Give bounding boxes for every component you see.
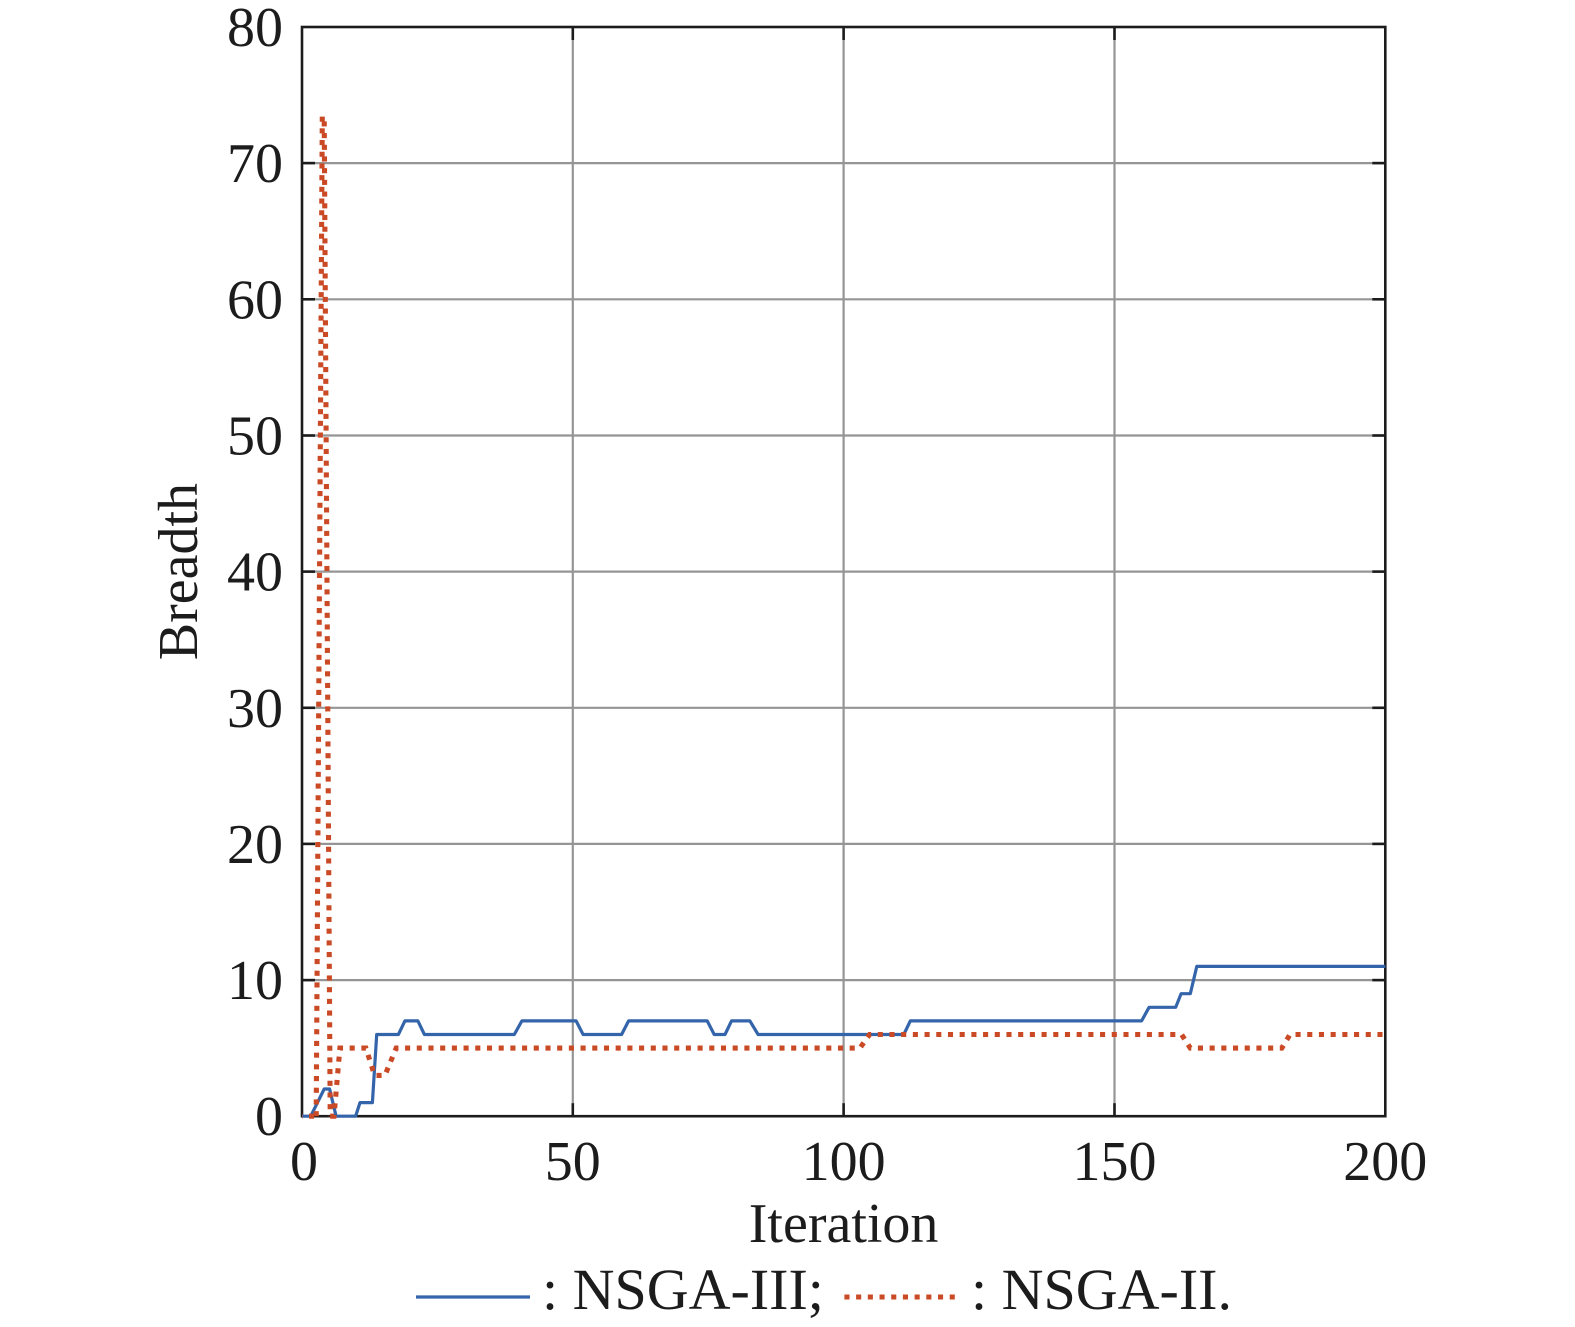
svg-text:50: 50 — [227, 406, 283, 468]
svg-text:200: 200 — [1343, 1131, 1427, 1193]
svg-text:40: 40 — [227, 542, 283, 604]
svg-text:150: 150 — [1073, 1131, 1157, 1193]
svg-text:50: 50 — [545, 1131, 601, 1193]
svg-text:: NSGA-III;: : NSGA-III; — [542, 1257, 824, 1322]
svg-text:10: 10 — [227, 950, 283, 1012]
svg-text:0: 0 — [290, 1131, 318, 1193]
svg-text:60: 60 — [227, 269, 283, 331]
svg-text:Breadth: Breadth — [148, 483, 210, 660]
svg-text:80: 80 — [227, 0, 283, 59]
svg-text:70: 70 — [227, 133, 283, 195]
svg-text:: NSGA-II.: : NSGA-II. — [971, 1257, 1232, 1322]
svg-text:100: 100 — [802, 1131, 886, 1193]
svg-text:Iteration: Iteration — [749, 1193, 939, 1255]
svg-text:20: 20 — [227, 814, 283, 876]
svg-text:30: 30 — [227, 678, 283, 740]
svg-text:0: 0 — [255, 1086, 283, 1148]
